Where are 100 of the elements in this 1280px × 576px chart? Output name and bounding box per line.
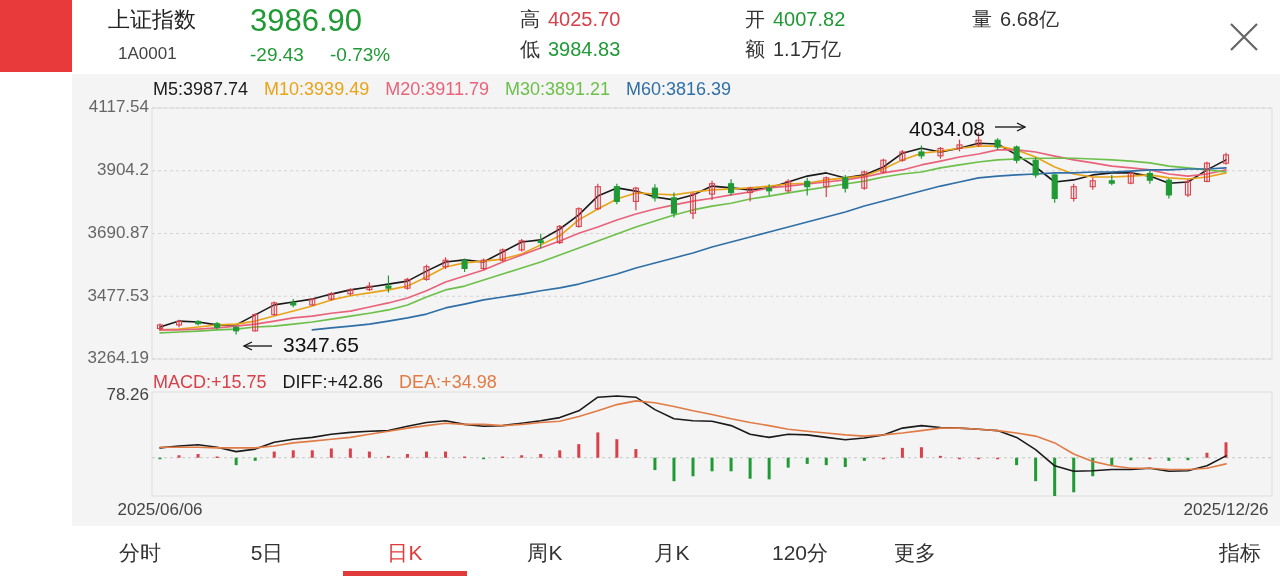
text: 4025.70 [548, 8, 621, 30]
candlestick [708, 180, 716, 201]
bar [729, 457, 733, 472]
bar [444, 451, 448, 458]
category-label: 120分 [771, 541, 829, 564]
bar [253, 457, 257, 461]
bar [1015, 457, 1019, 466]
bar [786, 457, 790, 468]
bar [329, 448, 333, 458]
candlestick [747, 186, 754, 202]
candlestick [613, 183, 620, 205]
candlestick [670, 191, 678, 219]
bar [691, 457, 695, 477]
bar [558, 450, 562, 458]
candlestick [1203, 161, 1211, 183]
bar [520, 455, 524, 458]
text: 高 [520, 8, 540, 30]
x-tick-label: 2025/12/26 [1183, 500, 1269, 519]
candlestick [689, 191, 697, 220]
bar [272, 451, 276, 458]
bar [824, 457, 828, 466]
y-tick-label: 3264.19 [87, 348, 149, 368]
text: 量 [972, 8, 992, 30]
candlestick [594, 183, 601, 211]
bar [234, 457, 238, 466]
bar [348, 448, 352, 458]
candlestick [1222, 152, 1230, 166]
bar [1205, 452, 1209, 458]
category-label: 分时 [119, 541, 161, 564]
bar [577, 444, 581, 458]
line-series [311, 167, 1227, 331]
y-tick-label: 3904.2 [97, 160, 149, 180]
bar [425, 451, 428, 458]
candlestick [575, 206, 582, 229]
bar [615, 439, 619, 458]
category-label: 周K [527, 541, 563, 564]
bar [196, 454, 200, 458]
text: M5:3987.74 [153, 79, 249, 99]
text: -0.73% [330, 44, 391, 65]
candlestick [632, 186, 639, 211]
text: M10:3939.49 [264, 79, 370, 99]
text: M60:3816.39 [626, 79, 732, 99]
bar [310, 450, 314, 458]
text: 6.68亿 [1000, 8, 1059, 30]
bar [177, 455, 181, 458]
bar [596, 432, 600, 458]
candlestick [252, 312, 259, 333]
bar [672, 457, 676, 482]
text: 78.26 [106, 385, 149, 405]
bar [1110, 457, 1114, 466]
text: 额 [745, 38, 765, 60]
text: 1.1万亿 [773, 38, 841, 60]
candlestick [1165, 177, 1172, 200]
bar [843, 457, 847, 467]
bar [1034, 457, 1038, 482]
bar [748, 457, 752, 479]
text: M20:3911.79 [385, 79, 489, 99]
bar [634, 449, 638, 458]
text: 1A0001 [118, 44, 177, 63]
bar [653, 457, 657, 471]
bar [862, 457, 866, 461]
category-label: 月K [654, 541, 690, 564]
candlestick [195, 319, 202, 327]
candlestick [1032, 157, 1039, 179]
bar [405, 454, 409, 458]
text: 低 [520, 38, 540, 60]
annotation: 4034.08 [909, 117, 985, 140]
bar [900, 447, 904, 458]
category-label: 更多 [894, 541, 936, 564]
bar [291, 450, 295, 458]
text: 3984.83 [548, 38, 621, 60]
text: 上证指数 [108, 7, 196, 32]
y-tick-label: 3690.87 [87, 222, 149, 242]
bar [805, 457, 809, 464]
y-tick-label: 3477.53 [87, 285, 149, 305]
category-label: 日K [387, 541, 423, 564]
bar [710, 457, 714, 472]
y-tick-label: 4117.54 [88, 97, 149, 117]
text: MACD:+15.75 [153, 372, 267, 392]
bar [919, 447, 923, 458]
bar [1224, 442, 1228, 458]
category-label: 5日 [250, 541, 284, 564]
text: -29.43 [250, 44, 304, 65]
text: 开 [745, 8, 765, 30]
bar [1072, 457, 1076, 493]
category-label: 指标 [1218, 541, 1261, 564]
bar [367, 451, 371, 458]
bar [539, 454, 543, 458]
candlestick [823, 175, 830, 198]
candlestick [1184, 178, 1191, 198]
text: 3986.90 [250, 3, 363, 38]
candlestick [861, 169, 868, 191]
text: M30:3891.21 [504, 79, 611, 99]
series-label: DEA:+34.98 [399, 372, 497, 392]
bar [1167, 457, 1171, 461]
candlestick [556, 224, 563, 245]
candlestick [1051, 172, 1058, 204]
annotation: 3347.65 [283, 333, 359, 356]
x-tick-label: 2025/06/06 [117, 500, 203, 519]
bar [767, 457, 771, 480]
